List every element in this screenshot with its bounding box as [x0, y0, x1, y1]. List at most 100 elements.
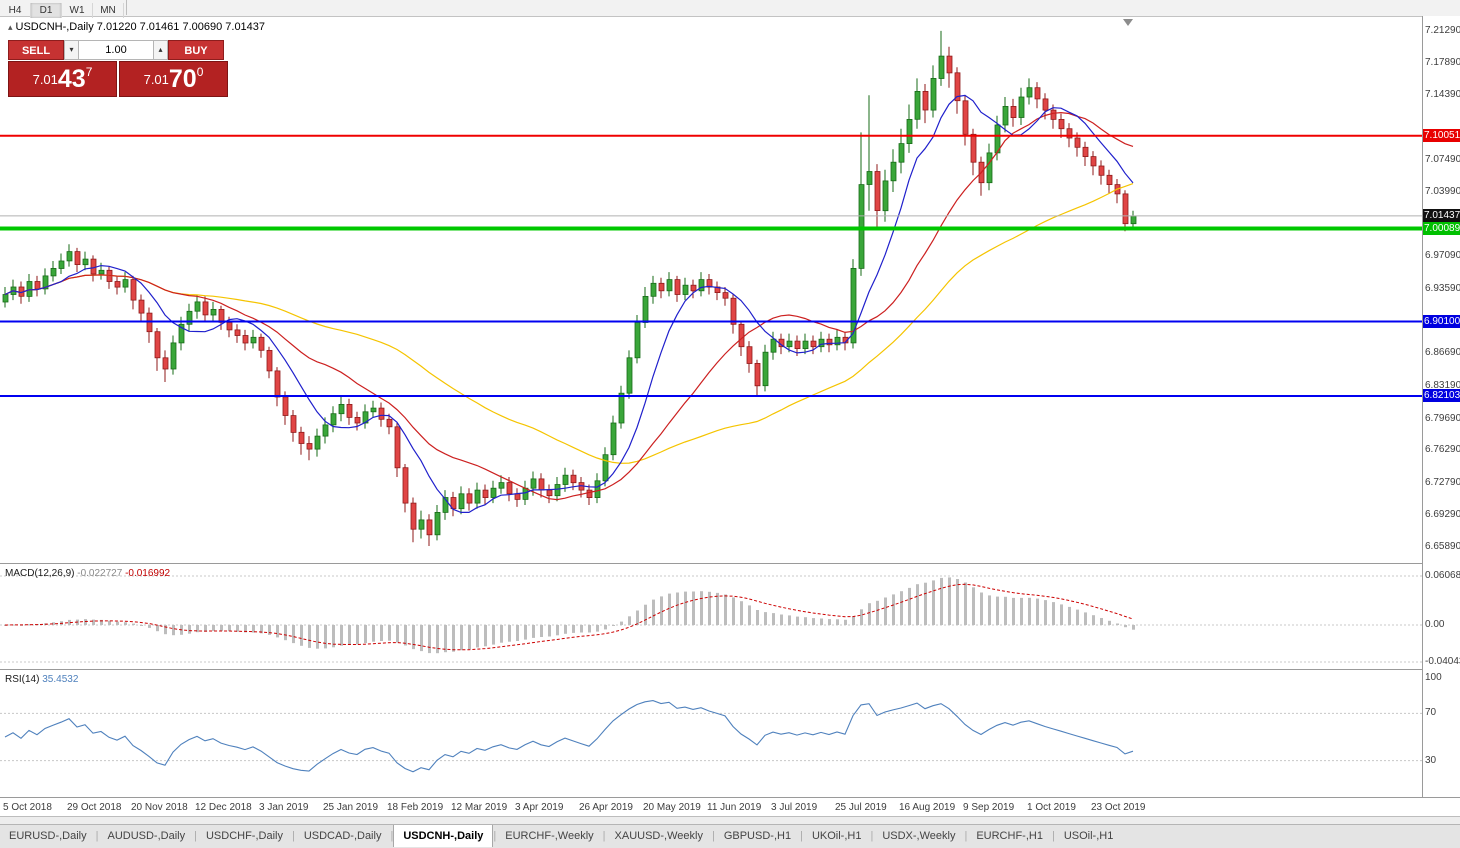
- sell-price-main: 7.01: [32, 71, 58, 87]
- tab-separator: |: [870, 830, 874, 842]
- buy-price-sup: 0: [196, 65, 204, 79]
- macd-name: MACD(12,26,9): [5, 568, 75, 579]
- price-tag: 6.90100: [1423, 314, 1460, 328]
- price-axis-label: 7.21290: [1425, 25, 1460, 36]
- price-axis-label: 6.93590: [1425, 283, 1460, 294]
- tab-separator: |: [964, 830, 968, 842]
- price-axis-label: 6.65890: [1425, 541, 1460, 552]
- price-axis-label: 7.14390: [1425, 89, 1460, 101]
- timeframe-button-d1[interactable]: D1: [31, 3, 62, 18]
- tab-separator: |: [95, 830, 99, 842]
- price-axis-label: 6.72790: [1425, 476, 1460, 488]
- tab-separator: |: [291, 830, 295, 842]
- price-chart-canvas[interactable]: [0, 16, 1423, 563]
- date-label: 20 Nov 2018: [131, 802, 188, 813]
- buy-price-button[interactable]: 7.01 70 0: [119, 61, 228, 97]
- chart-title-text: USDCNH-,Daily 7.01220 7.01461 7.00690 7.…: [15, 21, 266, 33]
- date-label: 25 Jan 2019: [323, 802, 379, 813]
- price-tag: 7.10051: [1423, 128, 1460, 142]
- macd-axis-label: 0.00: [1425, 619, 1445, 630]
- panel-separator[interactable]: [0, 669, 1460, 670]
- chart-tab-audusd-daily[interactable]: AUDUSD-,Daily: [107, 830, 186, 842]
- price-axis-label: 6.69290: [1425, 509, 1460, 521]
- date-label: 23 Oct 2019: [1091, 802, 1146, 813]
- price-axis[interactable]: 7.21290 7.17890 7.14390 7.07490 7.03990 6.970…: [1423, 16, 1460, 797]
- chart-tabs-bar: EURUSD-,Daily | AUDUSD-,Daily | USDCHF-,Dail…: [0, 824, 1460, 848]
- rsi-value: 35.4532: [42, 674, 79, 685]
- sell-price-button[interactable]: 7.01 43 7: [8, 61, 117, 97]
- horizontal-scroll-strip[interactable]: [0, 816, 1460, 825]
- price-axis-label: 7.07490: [1425, 153, 1460, 165]
- chart-tab-eurchf-weekly[interactable]: EURCHF-,Weekly: [505, 830, 594, 842]
- sell-price-big: 43: [57, 64, 86, 93]
- macd-axis-label: 0.06068: [1425, 570, 1460, 581]
- chart-tab-xauusd-weekly[interactable]: XAUUSD-,Weekly: [614, 830, 703, 842]
- price-axis-label: 6.83190: [1425, 379, 1460, 391]
- rsi-name: RSI(14): [5, 674, 40, 685]
- chart-tab-usoil-h1[interactable]: USOil-,H1: [1063, 830, 1114, 842]
- chart-shift-marker-icon: [1123, 19, 1133, 26]
- tab-separator: |: [800, 830, 803, 842]
- rsi-axis-label: 30: [1425, 754, 1437, 766]
- date-label: 3 Jul 2019: [771, 802, 818, 813]
- rsi-indicator-label: RSI(14) 35.4532: [5, 674, 78, 685]
- price-axis-label: 7.17890: [1425, 56, 1460, 68]
- price-axis-label: 6.79690: [1425, 412, 1460, 424]
- date-label: 1 Oct 2019: [1027, 802, 1076, 813]
- timeframe-button-w1[interactable]: W1: [62, 3, 93, 18]
- buy-button[interactable]: BUY: [168, 40, 224, 60]
- date-label: 5 Oct 2018: [3, 802, 52, 813]
- tab-separator: |: [390, 830, 394, 842]
- price-axis-label: 7.03990: [1425, 186, 1460, 198]
- chart-tab-usdchf-daily[interactable]: USDCHF-,Daily: [205, 830, 283, 842]
- one-click-panel-toggle-icon[interactable]: ▴: [8, 22, 13, 32]
- chart-tab-gbpusd-h1[interactable]: GBPUSD-,H1: [723, 830, 792, 842]
- volume-decrease-button[interactable]: ▾: [64, 40, 79, 60]
- date-label: 12 Dec 2018: [195, 802, 252, 813]
- macd-main-value: -0.022727: [77, 568, 123, 579]
- price-axis-label: 6.86690: [1425, 347, 1460, 359]
- chart-tab-usdcnh-daily[interactable]: USDCNH-,Daily: [393, 825, 494, 847]
- date-axis[interactable]: 5 Oct 2018 29 Oct 2018 20 Nov 2018 12 Dec 2…: [0, 798, 1460, 816]
- chart-tab-usdx-weekly[interactable]: USDX-,Weekly: [882, 830, 956, 842]
- macd-signal-value: -0.016992: [125, 568, 171, 579]
- date-label: 3 Jan 2019: [259, 802, 309, 813]
- price-tag: 7.00089: [1423, 221, 1460, 235]
- macd-axis-label: -0.04043: [1425, 656, 1460, 667]
- panel-separator[interactable]: [0, 563, 1460, 564]
- tab-separator: |: [493, 830, 497, 842]
- date-label: 11 Jun 2019: [707, 802, 762, 813]
- date-label: 3 Apr 2019: [515, 802, 564, 813]
- timeframe-button-mn[interactable]: MN: [93, 3, 124, 18]
- buy-price-main: 7.01: [143, 71, 169, 87]
- price-axis-border: [1422, 16, 1423, 797]
- rsi-chart-canvas[interactable]: [0, 670, 1423, 797]
- timeframe-toolbar: H4 D1 W1 MN: [0, 0, 1460, 18]
- buy-price-big: 70: [168, 64, 197, 93]
- date-label: 20 May 2019: [643, 802, 701, 813]
- chart-title: ▴ USDCNH-,Daily 7.01220 7.01461 7.00690 7…: [8, 21, 265, 33]
- price-tag: 7.01437: [1423, 208, 1460, 222]
- tab-separator: |: [602, 830, 606, 842]
- sell-price-sup: 7: [85, 65, 93, 79]
- chart-tab-ukoil-h1[interactable]: UKOil-,H1: [811, 830, 862, 842]
- date-label: 29 Oct 2018: [67, 802, 122, 813]
- volume-increase-button[interactable]: ▴: [153, 40, 168, 60]
- date-label: 18 Feb 2019: [387, 802, 444, 813]
- sell-button[interactable]: SELL: [8, 40, 64, 60]
- rsi-axis-label: 70: [1425, 707, 1437, 719]
- price-axis-label: 6.76290: [1425, 444, 1460, 456]
- macd-chart-canvas[interactable]: [0, 564, 1423, 669]
- chart-tab-eurusd-daily[interactable]: EURUSD-,Daily: [9, 830, 87, 842]
- volume-input[interactable]: [79, 40, 153, 60]
- chart-tab-eurchf-h1[interactable]: EURCHF-,H1: [976, 830, 1043, 842]
- toolbar-separator: [126, 0, 127, 15]
- panel-separator[interactable]: [0, 797, 1460, 798]
- chart-tab-usdcad-daily[interactable]: USDCAD-,Daily: [303, 830, 382, 842]
- timeframe-button-h4[interactable]: H4: [0, 3, 31, 18]
- rsi-axis-label: 100: [1425, 672, 1442, 683]
- tab-separator: |: [711, 830, 715, 842]
- date-label: 9 Sep 2019: [963, 802, 1015, 813]
